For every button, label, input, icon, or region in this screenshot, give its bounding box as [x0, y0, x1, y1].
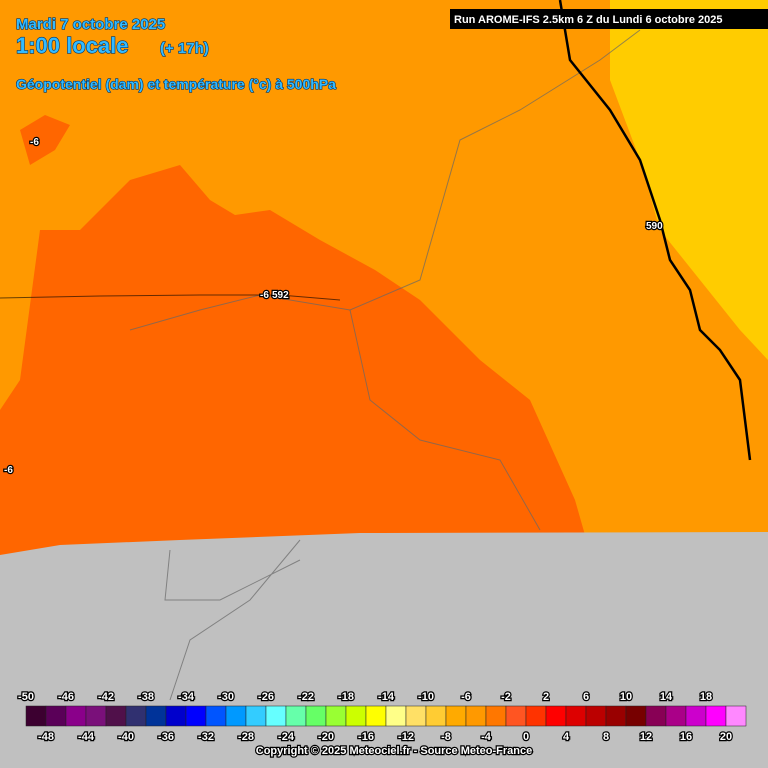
- colorbar-swatch: [525, 705, 547, 727]
- colorbar-swatch: [225, 705, 247, 727]
- colorbar-swatch: [385, 705, 407, 727]
- colorbar-swatch: [685, 705, 707, 727]
- colorbar-swatch: [345, 705, 367, 727]
- no-data: [0, 532, 768, 768]
- colorbar-swatch: [625, 705, 647, 727]
- colorbar-swatch: [565, 705, 587, 727]
- colorbar-swatch: [465, 705, 487, 727]
- colorbar-label: -32: [198, 731, 214, 743]
- colorbar-label: 18: [700, 691, 712, 703]
- colorbar-swatch: [665, 705, 687, 727]
- colorbar-label: -44: [78, 731, 95, 743]
- border-line: [349, 309, 541, 531]
- colorbar-label: -18: [338, 691, 354, 703]
- colorbar-label: -8: [441, 731, 451, 743]
- colorbar-swatch: [545, 705, 567, 727]
- colorbar-label: 2: [543, 691, 549, 703]
- colorbar-swatch: [425, 705, 447, 727]
- copyright: Copyright © 2025 Meteociel.fr - Source M…: [256, 745, 532, 757]
- colorbar-label: -12: [398, 731, 414, 743]
- colorbar-swatch: [485, 705, 507, 727]
- colorbar-label: 14: [660, 691, 673, 703]
- border-line: [129, 29, 641, 331]
- colorbar-swatch: [145, 705, 167, 727]
- colorbar-swatch: [285, 705, 307, 727]
- field: Géopotentiel (dam) et température (°c) à…: [16, 76, 336, 92]
- colorbar-label: -22: [298, 691, 314, 703]
- colorbar-label: -26: [258, 691, 274, 703]
- contour-label: -6: [30, 137, 39, 148]
- colorbar-swatch: [445, 705, 467, 727]
- cold-area: [0, 165, 585, 555]
- run-info: Run AROME-IFS 2.5km 6 Z du Lundi 6 octob…: [454, 14, 723, 26]
- colorbar-swatch: [185, 705, 207, 727]
- colorbar-swatch: [585, 705, 607, 727]
- contour-590: [558, 0, 752, 461]
- contour-label: -6: [260, 290, 269, 301]
- colorbar-swatch: [165, 705, 187, 727]
- colorbar-label: -20: [318, 731, 334, 743]
- colorbar-label: -38: [138, 691, 154, 703]
- colorbar-label: -36: [158, 731, 174, 743]
- run-box: [450, 9, 768, 29]
- colorbar-swatch: [85, 705, 107, 727]
- colorbar-swatch: [605, 705, 627, 727]
- colorbar-swatch: [325, 705, 347, 727]
- colorbar-label: -24: [278, 731, 295, 743]
- colorbar-swatch: [505, 705, 527, 727]
- colorbar-swatch: [725, 705, 747, 727]
- lead-time: (+ 17h): [160, 40, 209, 57]
- colorbar-swatch: [45, 705, 67, 727]
- colorbar-label: 6: [583, 691, 589, 703]
- cold-area: [20, 115, 70, 165]
- colorbar-label: -34: [178, 691, 195, 703]
- colorbar-label: 8: [603, 731, 609, 743]
- colorbar-label: -40: [118, 731, 134, 743]
- contour-592: [0, 294, 341, 301]
- colorbar-label: -6: [461, 691, 471, 703]
- contour-label: -6: [4, 465, 13, 476]
- colorbar-swatch: [305, 705, 327, 727]
- colorbar-swatch: [645, 705, 667, 727]
- colorbar-swatch: [105, 705, 127, 727]
- colorbar-label: 0: [523, 731, 529, 743]
- colorbar-swatch: [265, 705, 287, 727]
- border-line: [164, 539, 301, 701]
- colorbar-label: -4: [481, 731, 492, 743]
- colorbar-label: 12: [640, 731, 652, 743]
- colorbar-label: -42: [98, 691, 114, 703]
- colorbar-swatch: [25, 705, 47, 727]
- time: 1:00 locale: [16, 33, 129, 58]
- colorbar-label: -48: [38, 731, 54, 743]
- contour-label: 592: [272, 290, 289, 301]
- colorbar-swatch: [365, 705, 387, 727]
- colorbar-label: 4: [563, 731, 570, 743]
- colorbar-label: 16: [680, 731, 692, 743]
- colorbar-label: -30: [218, 691, 234, 703]
- colorbar-swatch: [405, 705, 427, 727]
- date: Mardi 7 octobre 2025: [16, 16, 165, 33]
- colorbar-label: 10: [620, 691, 632, 703]
- colorbar-label: -16: [358, 731, 374, 743]
- warm-area: [610, 0, 768, 360]
- colorbar-label: 20: [720, 731, 732, 743]
- colorbar-swatch: [705, 705, 727, 727]
- colorbar-swatch: [65, 705, 87, 727]
- colorbar-swatch: [205, 705, 227, 727]
- colorbar-label: -2: [501, 691, 511, 703]
- colorbar-label: -10: [418, 691, 434, 703]
- contour-label: 590: [646, 221, 663, 232]
- colorbar-label: -14: [378, 691, 395, 703]
- colorbar-label: -28: [238, 731, 254, 743]
- colorbar-swatch: [125, 705, 147, 727]
- colorbar-label: -50: [18, 691, 34, 703]
- colorbar-label: -46: [58, 691, 74, 703]
- colorbar-swatch: [245, 705, 267, 727]
